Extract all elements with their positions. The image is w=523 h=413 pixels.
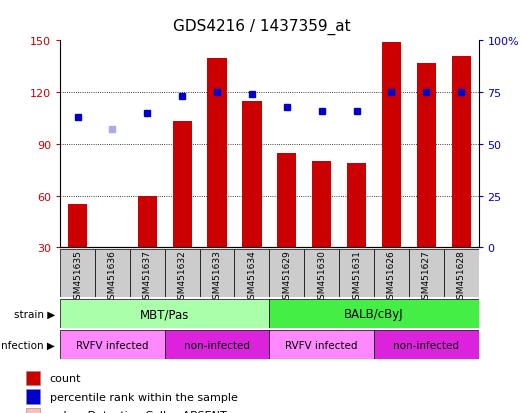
Bar	[26, 389, 40, 404]
Text: strain ▶: strain ▶	[14, 309, 55, 319]
Bar	[234, 250, 269, 297]
Text: GSM451637: GSM451637	[143, 250, 152, 305]
Text: GSM451628: GSM451628	[457, 250, 465, 304]
Bar	[444, 250, 479, 297]
Bar	[277, 153, 297, 248]
Bar	[374, 250, 409, 297]
Bar	[103, 248, 122, 251]
Text: percentile rank within the sample: percentile rank within the sample	[50, 392, 237, 401]
Bar	[165, 250, 200, 297]
Text: count: count	[50, 373, 81, 383]
Text: infection ▶: infection ▶	[0, 340, 55, 350]
Bar	[200, 250, 234, 297]
Text: RVFV infected: RVFV infected	[286, 340, 358, 350]
Bar	[60, 330, 165, 359]
Bar	[130, 250, 165, 297]
Text: RVFV infected: RVFV infected	[76, 340, 149, 350]
Text: MBT/Pas: MBT/Pas	[140, 307, 189, 320]
Text: GSM451631: GSM451631	[352, 250, 361, 305]
Bar	[382, 43, 401, 248]
Bar	[304, 250, 339, 297]
Text: GSM451632: GSM451632	[178, 250, 187, 304]
Bar	[26, 371, 40, 385]
Bar	[95, 250, 130, 297]
Bar	[339, 250, 374, 297]
Bar	[208, 59, 226, 248]
Bar	[60, 250, 95, 297]
Text: GSM451635: GSM451635	[73, 250, 82, 305]
Bar	[409, 250, 444, 297]
Bar	[242, 102, 262, 248]
Text: GSM451629: GSM451629	[282, 250, 291, 304]
Text: non-infected: non-infected	[184, 340, 250, 350]
Bar	[269, 250, 304, 297]
Text: GDS4216 / 1437359_at: GDS4216 / 1437359_at	[173, 19, 350, 35]
Bar	[269, 299, 479, 328]
Bar	[374, 330, 479, 359]
Text: GSM451630: GSM451630	[317, 250, 326, 305]
Bar	[68, 205, 87, 248]
Bar	[165, 330, 269, 359]
Bar	[60, 299, 269, 328]
Text: BALB/cByJ: BALB/cByJ	[344, 307, 404, 320]
Text: non-infected: non-infected	[393, 340, 459, 350]
Bar	[173, 122, 192, 248]
Bar	[451, 57, 471, 248]
Text: GSM451633: GSM451633	[212, 250, 222, 305]
Text: GSM451636: GSM451636	[108, 250, 117, 305]
Bar	[138, 196, 157, 248]
Bar	[26, 408, 40, 413]
Bar	[312, 162, 331, 248]
Text: GSM451627: GSM451627	[422, 250, 431, 304]
Bar	[417, 64, 436, 248]
Text: GSM451626: GSM451626	[387, 250, 396, 304]
Text: value, Detection Call = ABSENT: value, Detection Call = ABSENT	[50, 411, 226, 413]
Bar	[347, 164, 366, 248]
Bar	[269, 330, 374, 359]
Text: GSM451634: GSM451634	[247, 250, 256, 304]
